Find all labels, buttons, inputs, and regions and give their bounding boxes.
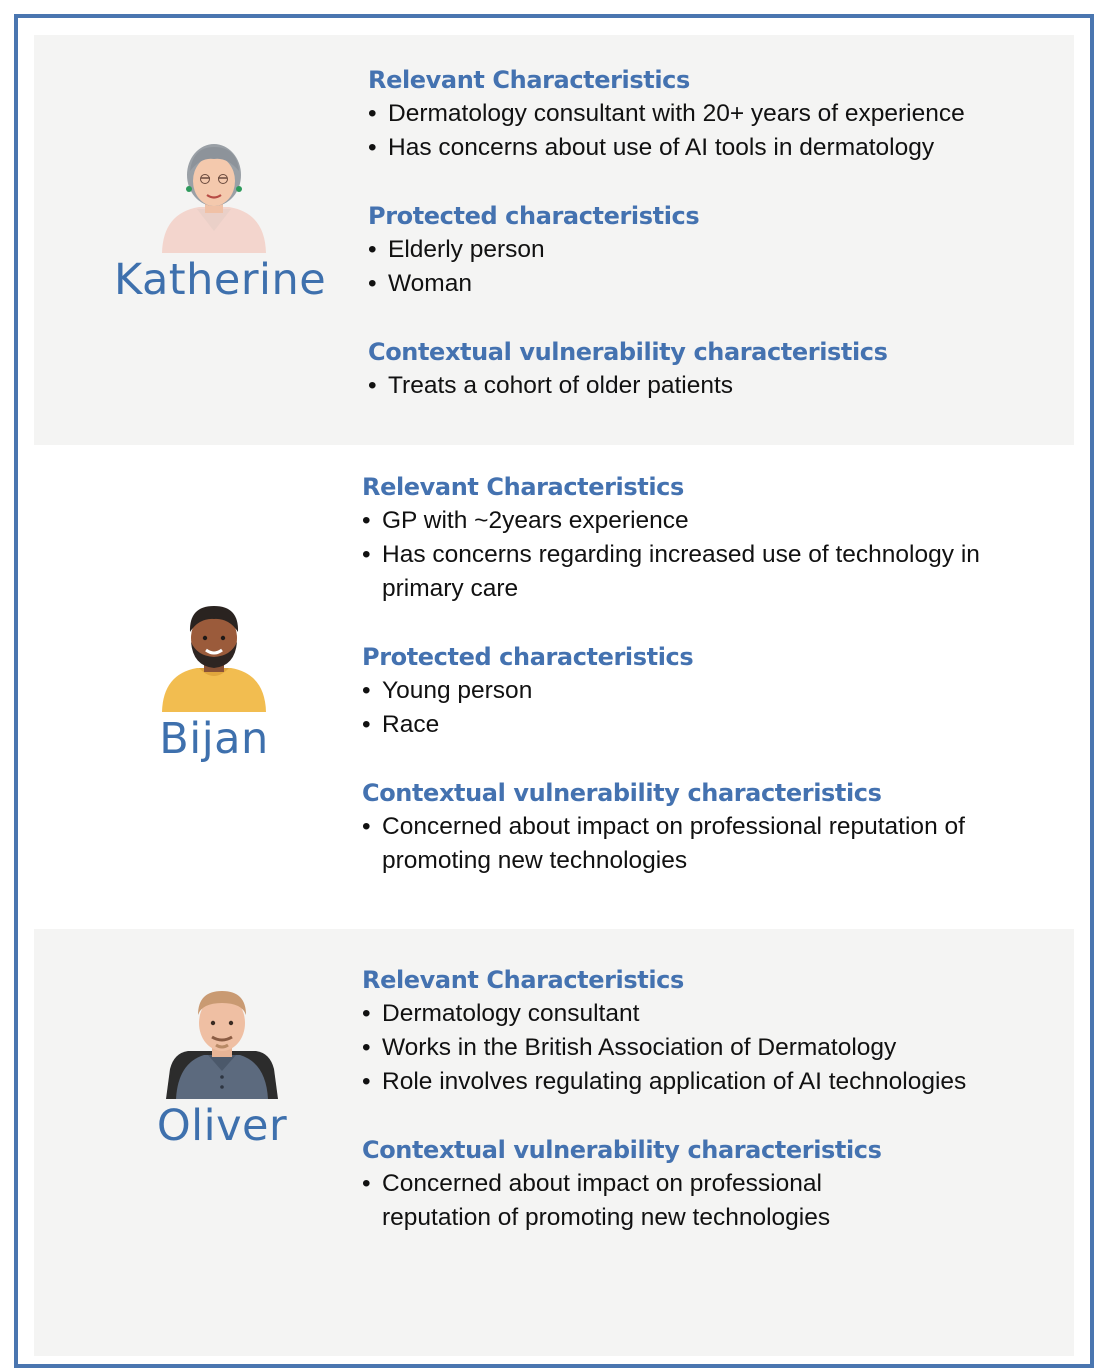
persona-name: Katherine <box>114 255 327 305</box>
bullet-item: Dermatology consultant <box>362 997 1002 1031</box>
section-heading: Relevant Characteristics <box>362 473 684 501</box>
persona-details: Relevant Characteristics GP with ~2years… <box>362 470 1062 878</box>
bullet-item: Dermatology consultant with 20+ years of… <box>368 97 965 131</box>
persona-name: Oliver <box>156 1101 288 1151</box>
bullet-item: GP with ~2years experience <box>362 504 1062 538</box>
bullet-list: Elderly person Woman <box>368 233 965 301</box>
section-heading: Contextual vulnerability characteristics <box>362 1136 882 1164</box>
bullet-item: Woman <box>368 267 965 301</box>
bullet-list: Treats a cohort of older patients <box>368 369 965 403</box>
bullet-item: Concerned about impact on professional r… <box>362 810 1062 878</box>
section-heading: Protected characteristics <box>368 202 700 230</box>
persona-details: Relevant Characteristics Dermatology con… <box>368 63 965 403</box>
bullet-list: Dermatology consultant with 20+ years of… <box>368 97 965 165</box>
bullet-list: Dermatology consultant Works in the Brit… <box>362 997 1002 1099</box>
persona-name: Bijan <box>159 714 269 764</box>
bullet-list: GP with ~2years experience Has concerns … <box>362 504 1062 606</box>
persona-bijan: Bijan <box>114 594 314 764</box>
persona-katherine: Katherine <box>114 135 327 305</box>
bullet-item: Elderly person <box>368 233 965 267</box>
section-heading: Relevant Characteristics <box>362 966 684 994</box>
persona-card-bijan: Bijan Relevant Characteristics GP with ~… <box>34 446 1074 930</box>
persona-details: Relevant Characteristics Dermatology con… <box>362 963 1002 1235</box>
bullet-item: Has concerns about use of AI tools in de… <box>368 131 965 165</box>
bullet-item: Has concerns regarding increased use of … <box>362 538 1062 606</box>
bullet-item: Concerned about impact on professional r… <box>362 1167 922 1235</box>
bullet-list: Concerned about impact on professional r… <box>362 1167 922 1235</box>
persona-card-oliver: Oliver Relevant Characteristics Dermatol… <box>34 929 1074 1356</box>
bullet-item: Young person <box>362 674 1062 708</box>
man-avatar-icon <box>166 991 278 1099</box>
young-man-avatar-icon <box>162 606 266 712</box>
section-heading: Contextual vulnerability characteristics <box>368 338 888 366</box>
section-heading: Protected characteristics <box>362 643 694 671</box>
bullet-item: Works in the British Association of Derm… <box>362 1031 1002 1065</box>
persona-card-katherine: Katherine Relevant Characteristics Derma… <box>34 35 1074 445</box>
bullet-item: Treats a cohort of older patients <box>368 369 965 403</box>
bullet-item: Race <box>362 708 1062 742</box>
bullet-list: Young person Race <box>362 674 1062 742</box>
section-heading: Contextual vulnerability characteristics <box>362 779 882 807</box>
section-heading: Relevant Characteristics <box>368 66 690 94</box>
bullet-item: Role involves regulating application of … <box>362 1065 1002 1099</box>
persona-frame: Katherine Relevant Characteristics Derma… <box>14 14 1094 1368</box>
bullet-list: Concerned about impact on professional r… <box>362 810 1062 878</box>
elderly-woman-avatar-icon <box>162 144 266 253</box>
persona-oliver: Oliver <box>122 979 322 1151</box>
